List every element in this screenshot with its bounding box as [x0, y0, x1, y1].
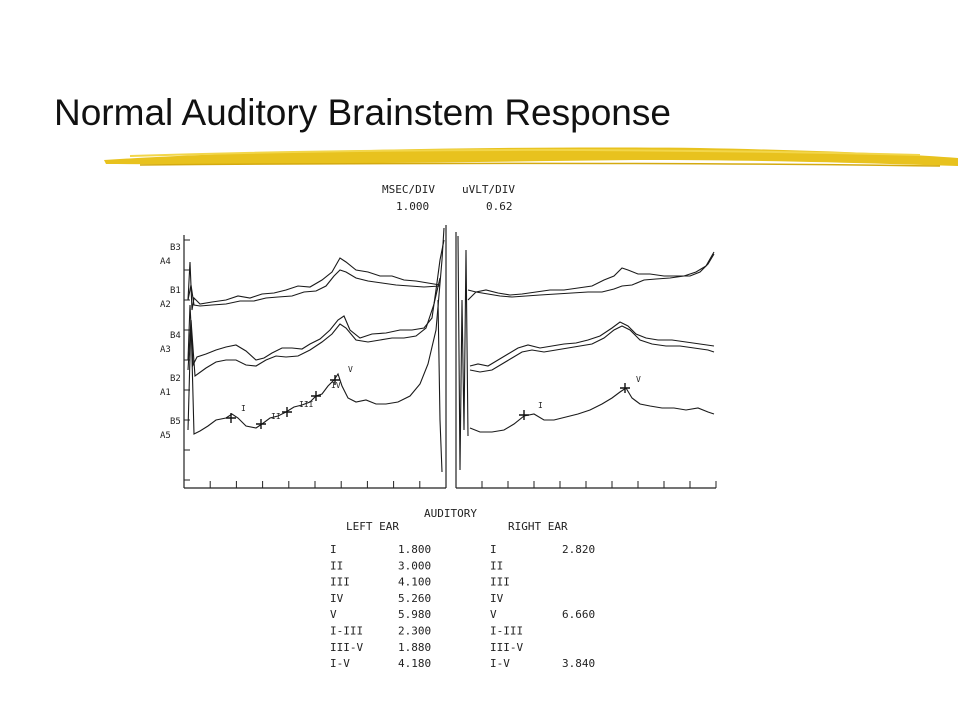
left-trace-labels: B3 A4 B1 A2 B4 A3 B2 A1 B5 A5	[160, 243, 181, 441]
trace-spike	[437, 299, 443, 473]
trace-r-mid1	[469, 321, 715, 367]
right-wave-name: III-V	[490, 641, 523, 654]
left-wave-latency: 1.880	[398, 641, 431, 654]
uvlt-value: 0.62	[486, 200, 513, 213]
trace-label: A2	[160, 300, 171, 310]
right-wave-name: V	[490, 608, 497, 621]
peak-label-III: III	[299, 400, 314, 409]
trace-a2	[187, 269, 441, 307]
trace-a4	[187, 257, 441, 311]
highlighter-underline	[104, 147, 958, 167]
msec-label: MSEC/DIV	[382, 183, 435, 196]
right-wave-name: II	[490, 559, 503, 572]
right-x-ticks	[455, 481, 717, 488]
right-wave-latency: 2.820	[562, 543, 595, 556]
right-wave-name: I-III	[490, 625, 523, 638]
left-wave-latency: 3.000	[398, 559, 431, 572]
trace-label: B1	[170, 286, 181, 296]
left-wave-latency: 2.300	[398, 625, 431, 638]
right-wave-name: I	[490, 543, 497, 556]
peak-label-I-right: I	[538, 401, 543, 410]
right-wave-name: IV	[490, 592, 504, 605]
trace-label: B5	[170, 417, 181, 427]
peak-marker	[330, 375, 340, 385]
peak-labels: I II III IV V I V	[241, 365, 641, 421]
peak-marker	[311, 391, 321, 401]
peak-label-V: V	[348, 365, 353, 374]
left-panel-frame	[183, 225, 447, 489]
right-wave-name: I-V	[490, 657, 510, 670]
msec-value: 1.000	[396, 200, 429, 213]
right-wave-latency: 3.840	[562, 657, 595, 670]
right-wave-latency: 6.660	[562, 608, 595, 621]
trace-spike-right	[457, 235, 469, 471]
trace-r-mid2	[469, 325, 715, 373]
left-wave-name: V	[330, 608, 337, 621]
trace-label: A5	[160, 431, 171, 441]
left-wave-latency: 4.100	[398, 576, 431, 589]
peak-marker	[282, 407, 292, 417]
trace-label: B3	[170, 243, 181, 253]
trace-a3b	[187, 277, 441, 378]
left-wave-name: IV	[330, 592, 344, 605]
trace-a5	[187, 227, 445, 435]
table-title: AUDITORY	[424, 507, 477, 520]
left-wave-name: I	[330, 543, 337, 556]
left-x-ticks	[183, 481, 447, 488]
slide-title: Normal Auditory Brainstem Response	[54, 92, 671, 133]
peak-marker	[519, 410, 529, 420]
trace-label: B2	[170, 374, 181, 384]
right-traces	[457, 235, 715, 471]
peak-markers	[226, 375, 630, 429]
peak-label-II: II	[271, 412, 281, 421]
trace-r-top2	[467, 251, 715, 298]
left-wave-name: I-III	[330, 625, 363, 638]
left-wave-name: II	[330, 559, 343, 572]
peak-label-I: I	[241, 404, 246, 413]
peak-marker	[226, 413, 236, 423]
right-wave-name: III	[490, 576, 510, 589]
trace-r-bottom	[469, 387, 715, 433]
left-traces	[187, 227, 445, 473]
left-wave-latency: 5.980	[398, 608, 431, 621]
left-ear-header: LEFT EAR	[346, 520, 399, 533]
left-wave-latency: 4.180	[398, 657, 431, 670]
uvlt-label: uVLT/DIV	[462, 183, 515, 196]
peak-label-V-right: V	[636, 375, 641, 384]
peak-marker	[256, 419, 266, 429]
right-panel-frame	[455, 232, 716, 489]
trace-a3	[187, 239, 445, 368]
peak-label-IV: IV	[331, 381, 341, 390]
left-wave-latency: 5.260	[398, 592, 431, 605]
peak-marker	[620, 383, 630, 393]
left-wave-name: I-V	[330, 657, 350, 670]
left-wave-name: III	[330, 576, 350, 589]
trace-label: B4	[170, 331, 181, 341]
trace-label: A1	[160, 388, 171, 398]
latency-table: AUDITORY LEFT EAR RIGHT EAR I 1.800 I 2.820…	[330, 507, 595, 670]
left-wave-latency: 1.800	[398, 543, 431, 556]
trace-label: A4	[160, 257, 171, 267]
left-wave-name: III-V	[330, 641, 363, 654]
right-ear-header: RIGHT EAR	[508, 520, 568, 533]
trace-label: A3	[160, 345, 171, 355]
